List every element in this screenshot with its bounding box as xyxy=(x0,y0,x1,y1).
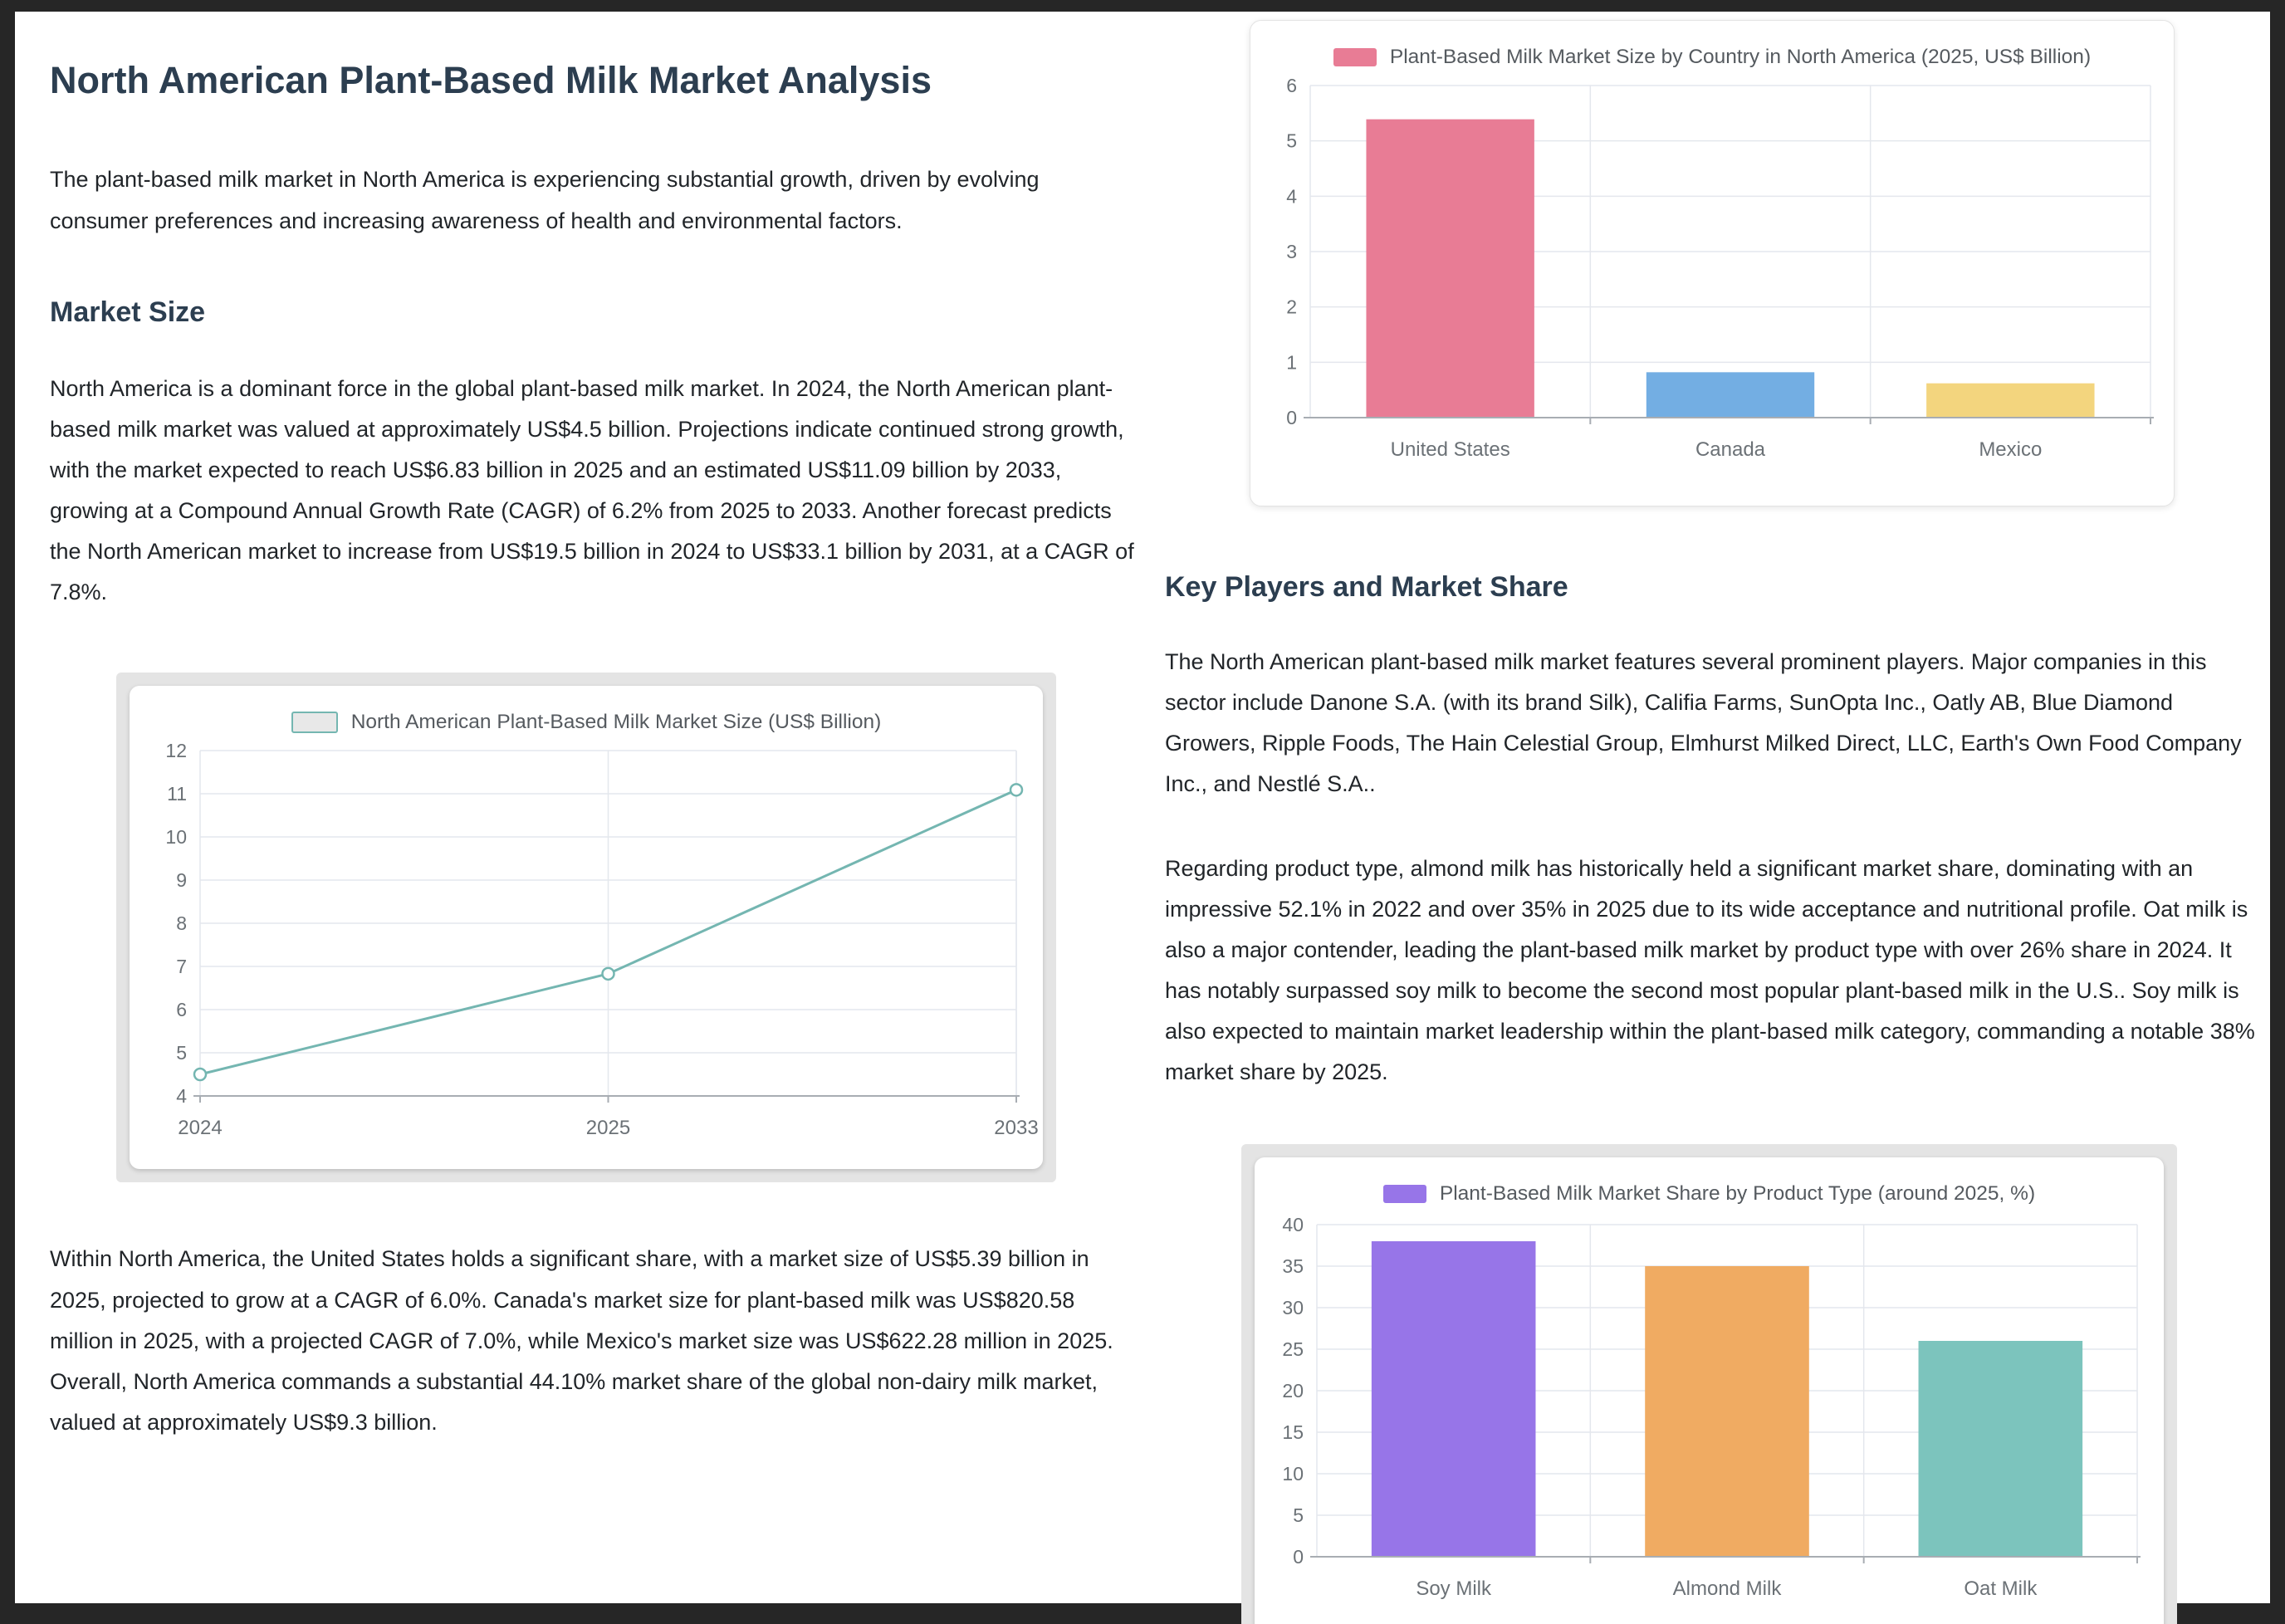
svg-text:10: 10 xyxy=(165,826,187,848)
legend-label: Plant-Based Milk Market Share by Product… xyxy=(1439,1182,2036,1206)
share-chart-frame: Plant-Based Milk Market Share by Product… xyxy=(1241,1144,2177,1624)
svg-text:2024: 2024 xyxy=(178,1117,222,1139)
market-size-paragraph-2: Within North America, the United States … xyxy=(50,1246,1113,1435)
svg-text:Almond Milk: Almond Milk xyxy=(1673,1578,1783,1600)
legend-label: Plant-Based Milk Market Size by Country … xyxy=(1389,46,2092,68)
svg-text:2: 2 xyxy=(1286,296,1297,318)
svg-text:11: 11 xyxy=(167,783,187,805)
svg-text:3: 3 xyxy=(1286,241,1297,262)
svg-text:Oat Milk: Oat Milk xyxy=(1964,1578,2038,1600)
svg-text:30: 30 xyxy=(1282,1297,1304,1318)
line-chart-legend[interactable]: North American Plant-Based Milk Market S… xyxy=(130,686,1043,741)
svg-text:12: 12 xyxy=(165,740,187,761)
svg-text:40: 40 xyxy=(1282,1214,1304,1235)
svg-text:2033: 2033 xyxy=(994,1117,1038,1139)
share-bar-chart-plot: 0 5 10 15 20 25 30 35 40 Soy Milk Almond Milk Oat M… xyxy=(1255,1212,2164,1624)
share-chart-card: Plant-Based Milk Market Share by Product… xyxy=(1255,1157,2164,1624)
country-chart-card: Plant-Based Milk Market Size by Country … xyxy=(1250,20,2175,506)
legend-swatch xyxy=(1333,48,1377,66)
right-column: Plant-Based Milk Market Size by Country … xyxy=(1165,12,2270,1624)
svg-text:5: 5 xyxy=(176,1042,187,1064)
svg-text:Canada: Canada xyxy=(1695,438,1766,461)
svg-text:6: 6 xyxy=(1286,75,1297,96)
key-players-paragraph-1: The North American plant-based milk mark… xyxy=(1165,649,2242,797)
svg-text:6: 6 xyxy=(176,999,187,1020)
svg-text:4: 4 xyxy=(176,1085,187,1107)
line-chart-card: North American Plant-Based Milk Market S… xyxy=(130,686,1043,1170)
page-title: North American Plant-Based Milk Market A… xyxy=(50,59,932,101)
legend-swatch xyxy=(1382,1185,1426,1204)
country-bar-chart-plot: 0 1 2 3 4 5 6 United States Canada Mexico xyxy=(1250,75,2174,491)
svg-text:0: 0 xyxy=(1293,1546,1304,1568)
share-chart-legend[interactable]: Plant-Based Milk Market Share by Product… xyxy=(1255,1157,2164,1212)
svg-text:4: 4 xyxy=(1286,185,1297,207)
market-size-heading: Market Size xyxy=(50,296,206,328)
svg-text:Mexico: Mexico xyxy=(1979,438,2042,461)
svg-text:1: 1 xyxy=(1286,351,1297,373)
market-size-paragraph-1: North America is a dominant force in the… xyxy=(50,375,1134,605)
svg-text:9: 9 xyxy=(176,869,187,891)
legend-label: North American Plant-Based Milk Market S… xyxy=(350,711,882,734)
document-page: North American Plant-Based Milk Market A… xyxy=(15,12,2270,1624)
svg-text:5: 5 xyxy=(1293,1504,1304,1526)
svg-text:5: 5 xyxy=(1286,130,1297,152)
intro-paragraph: The plant-based milk market in North Ame… xyxy=(50,167,1040,233)
svg-text:35: 35 xyxy=(1282,1255,1304,1277)
legend-swatch xyxy=(291,712,338,734)
key-players-paragraph-2: Regarding product type, almond milk has … xyxy=(1165,855,2255,1085)
svg-text:8: 8 xyxy=(176,912,187,934)
country-chart-legend[interactable]: Plant-Based Milk Market Size by Country … xyxy=(1250,21,2174,76)
svg-text:0: 0 xyxy=(1286,407,1297,428)
svg-text:7: 7 xyxy=(176,956,187,977)
left-column: North American Plant-Based Milk Market A… xyxy=(50,45,1139,1443)
svg-text:United States: United States xyxy=(1391,438,1510,461)
line-chart-frame: North American Plant-Based Milk Market S… xyxy=(116,673,1056,1183)
svg-text:25: 25 xyxy=(1282,1338,1304,1360)
line-chart-plot: 4 5 6 7 8 9 10 11 12 2024 2025 2033 xyxy=(130,740,1043,1156)
svg-text:Soy Milk: Soy Milk xyxy=(1416,1578,1492,1600)
key-players-heading: Key Players and Market Share xyxy=(1165,571,1568,603)
svg-text:15: 15 xyxy=(1282,1421,1304,1443)
svg-text:20: 20 xyxy=(1282,1380,1304,1401)
svg-text:2025: 2025 xyxy=(586,1117,630,1139)
svg-text:10: 10 xyxy=(1282,1463,1304,1485)
